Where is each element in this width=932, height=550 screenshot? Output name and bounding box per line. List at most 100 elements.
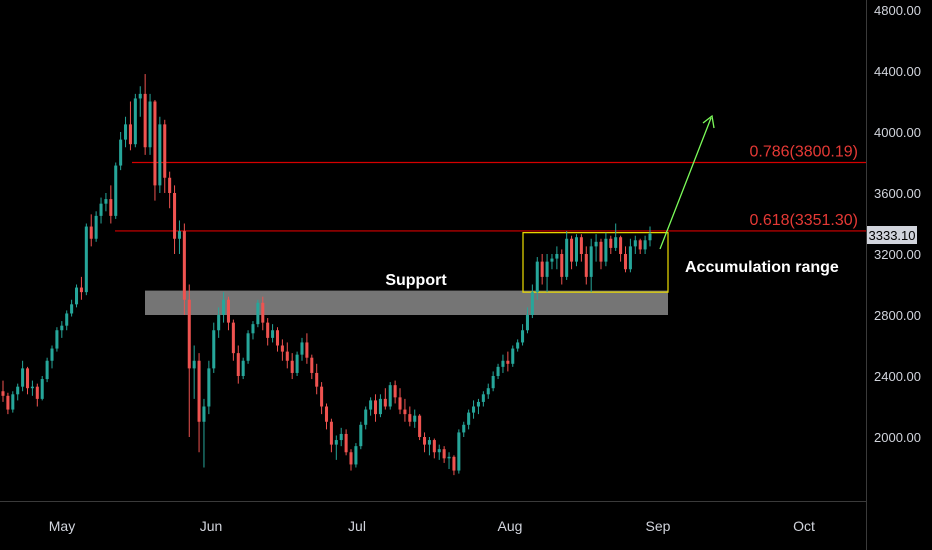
candle: [643, 235, 647, 254]
candle: [163, 119, 167, 193]
candle: [540, 254, 544, 285]
candle: [143, 74, 147, 155]
support-label: Support: [385, 272, 447, 289]
candle: [182, 223, 186, 315]
candle: [393, 380, 397, 404]
candle: [369, 397, 373, 416]
candle: [530, 284, 534, 319]
time-tick-label: Jun: [200, 518, 223, 534]
candle: [300, 337, 304, 361]
candle: [133, 93, 137, 148]
candle: [16, 383, 20, 401]
time-axis[interactable]: May Jun Jul Aug Sep Oct: [49, 518, 815, 534]
price-tick-label: 4400.00: [874, 64, 921, 79]
accumulation-range-box: [522, 232, 669, 293]
candle: [280, 339, 284, 361]
candle: [261, 296, 265, 331]
price-tick-label: 3600.00: [874, 186, 921, 201]
time-tick-label: Oct: [793, 518, 815, 534]
candle: [30, 380, 34, 396]
candle: [418, 414, 422, 441]
candle: [45, 357, 49, 383]
candle: [442, 446, 446, 463]
candle: [173, 185, 177, 254]
candle: [315, 363, 319, 395]
candle: [437, 444, 441, 460]
candle: [148, 93, 152, 155]
candle: [511, 345, 515, 367]
candle: [217, 307, 221, 338]
time-tick-label: Jul: [348, 518, 366, 534]
candle: [70, 299, 74, 317]
candle: [246, 330, 250, 364]
candle: [222, 292, 226, 323]
candle: [364, 406, 368, 430]
price-tick-label: 2800.00: [874, 308, 921, 323]
price-tick-label: 2400.00: [874, 369, 921, 384]
candle: [501, 354, 505, 373]
candle: [349, 449, 353, 471]
candle: [138, 86, 142, 117]
candle: [628, 238, 632, 273]
candle: [589, 238, 593, 293]
candles-layer: [1, 74, 652, 476]
candle: [383, 388, 387, 410]
candle: [378, 394, 382, 418]
last-price-background: [867, 226, 917, 244]
candle: [486, 383, 490, 399]
candle: [476, 398, 480, 415]
candle: [6, 392, 10, 415]
candle: [427, 437, 431, 456]
price-tick-label: 3200.00: [874, 247, 921, 262]
candle: [35, 383, 39, 407]
candle: [555, 246, 559, 270]
candle: [192, 345, 196, 399]
candle: [11, 391, 15, 413]
candle: [1, 380, 5, 402]
candle: [359, 421, 363, 450]
price-tick-label: 4000.00: [874, 125, 921, 140]
candle: [187, 284, 191, 437]
fib-lines-layer: 0.786(3800.19) 0.618(3351.30): [115, 143, 866, 232]
candle: [84, 223, 88, 296]
candle: [79, 276, 83, 300]
candle: [40, 376, 44, 401]
candle: [579, 234, 583, 262]
candle: [599, 238, 603, 270]
candle: [535, 257, 539, 300]
candle: [177, 220, 181, 254]
candle: [467, 409, 471, 430]
price-tick-label: 4800.00: [874, 3, 921, 18]
candle: [423, 432, 427, 453]
candle: [226, 296, 230, 331]
candle: [290, 353, 294, 380]
candle: [94, 211, 98, 242]
candle: [119, 132, 123, 171]
candle: [256, 299, 260, 328]
candle: [241, 357, 245, 380]
candle: [633, 235, 637, 254]
candle: [609, 235, 613, 254]
candle: [432, 438, 436, 459]
candle: [114, 162, 118, 219]
candle: [202, 398, 206, 468]
candle: [329, 418, 333, 453]
candle: [271, 324, 275, 343]
candle: [604, 232, 608, 267]
candle: [447, 452, 451, 470]
candle: [614, 223, 618, 251]
candle: [158, 116, 162, 193]
candle: [275, 327, 280, 352]
candle: [550, 254, 554, 270]
candle: [481, 391, 485, 407]
candle: [65, 310, 69, 331]
candle: [584, 246, 588, 285]
annotations-layer: Support Accumulation range: [385, 114, 839, 289]
time-tick-label: Aug: [498, 518, 523, 534]
price-axis[interactable]: 4800.00 4400.00 4000.00 3600.00 3200.00 2800.…: [874, 3, 921, 445]
fib-level-label: 0.786(3800.19): [749, 143, 858, 160]
candle: [373, 394, 378, 422]
last-price-tag: 3333.10: [867, 226, 917, 244]
